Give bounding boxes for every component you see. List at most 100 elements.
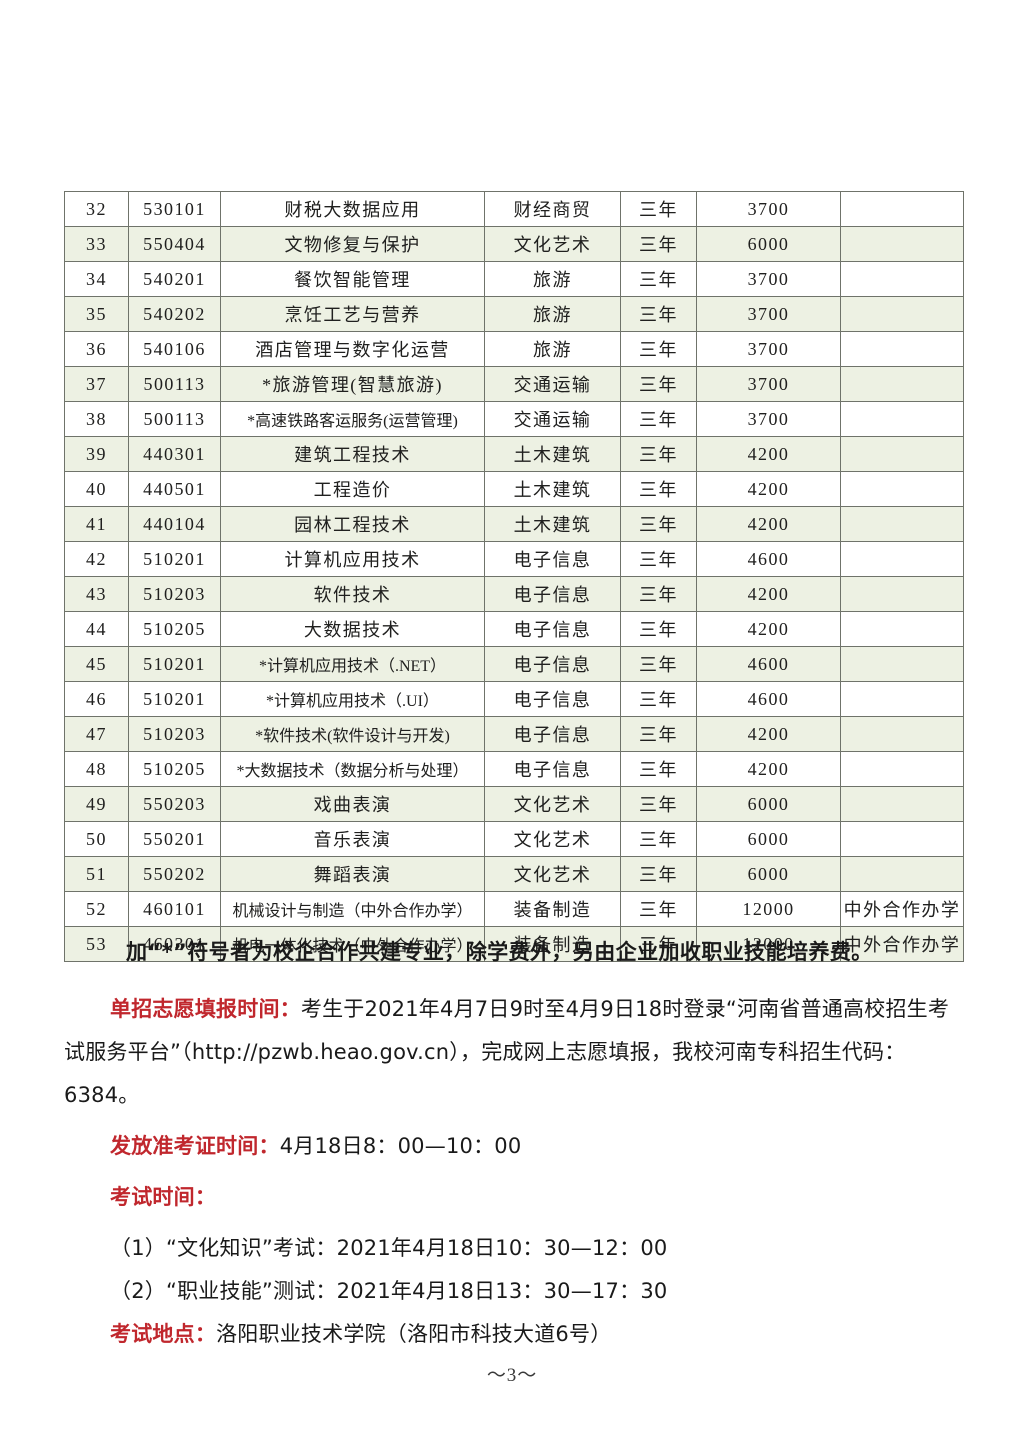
cell-row-number: 34	[64, 261, 129, 297]
cell-duration: 三年	[620, 891, 697, 927]
table-row: 41 440104 园林工程技术 土木建筑 三年 4200	[64, 506, 964, 542]
cell-row-number: 47	[64, 716, 129, 752]
cell-duration: 三年	[620, 716, 697, 752]
cell-duration: 三年	[620, 751, 697, 787]
cell-row-number: 44	[64, 611, 129, 647]
cell-major-name: *软件技术(软件设计与开发)	[220, 716, 485, 752]
cell-major-group: 财经商贸	[484, 191, 621, 227]
cell-major-code: 550404	[128, 226, 221, 262]
cell-major-code: 510203	[128, 716, 221, 752]
cell-tuition: 4200	[696, 506, 841, 542]
cell-remark	[840, 471, 964, 507]
cell-major-code: 510201	[128, 541, 221, 577]
cell-duration: 三年	[620, 611, 697, 647]
cell-major-name: 工程造价	[220, 471, 485, 507]
cell-major-name: 财税大数据应用	[220, 191, 485, 227]
cell-tuition: 6000	[696, 226, 841, 262]
cell-row-number: 39	[64, 436, 129, 472]
cell-major-code: 440104	[128, 506, 221, 542]
cell-row-number: 45	[64, 646, 129, 682]
cell-major-code: 540202	[128, 296, 221, 332]
cell-row-number: 42	[64, 541, 129, 577]
table-row: 32 530101 财税大数据应用 财经商贸 三年 3700	[64, 191, 964, 227]
cell-duration: 三年	[620, 436, 697, 472]
cell-tuition: 6000	[696, 821, 841, 857]
cell-major-group: 旅游	[484, 261, 621, 297]
table-row: 51 550202 舞蹈表演 文化艺术 三年 6000	[64, 856, 964, 892]
cell-duration: 三年	[620, 856, 697, 892]
table-row: 35 540202 烹饪工艺与营养 旅游 三年 3700	[64, 296, 964, 332]
cell-major-group: 文化艺术	[484, 821, 621, 857]
cell-tuition: 12000	[696, 891, 841, 927]
cell-duration: 三年	[620, 821, 697, 857]
paragraph-spacer	[64, 1219, 968, 1227]
cell-major-name: 机电一体化技术（中外合作办学）	[220, 926, 485, 962]
asterisk-note-paragraph: 加“*”符号者为校企合作共建专业，除学费外，另由企业加收职业技能培养费。	[126, 940, 873, 964]
cell-major-group: 电子信息	[484, 681, 621, 717]
cell-major-code: 540106	[128, 331, 221, 367]
cell-duration: 三年	[620, 646, 697, 682]
cell-remark	[840, 856, 964, 892]
exam-place-paragraph: 考试地点：洛阳职业技术学院（洛阳市科技大道6号）	[64, 1313, 968, 1356]
cell-remark: 中外合作办学	[840, 926, 964, 962]
table-row: 36 540106 酒店管理与数字化运营 旅游 三年 3700	[64, 331, 964, 367]
cell-row-number: 37	[64, 366, 129, 402]
cell-major-code: 550201	[128, 821, 221, 857]
cell-remark: 中外合作办学	[840, 891, 964, 927]
cell-row-number: 48	[64, 751, 129, 787]
cell-major-code: 440301	[128, 436, 221, 472]
application-time-label: 单招志愿填报时间：	[110, 997, 301, 1021]
cell-major-name: 烹饪工艺与营养	[220, 296, 485, 332]
table-row: 44 510205 大数据技术 电子信息 三年 4200	[64, 611, 964, 647]
cell-major-name: 戏曲表演	[220, 786, 485, 822]
cell-remark	[840, 576, 964, 612]
cell-tuition: 3700	[696, 296, 841, 332]
application-time-value: 考生于2021年4月7日9时至4月9日18时登录“河南省普通高校招生考试服务平台…	[64, 997, 950, 1107]
cell-major-group: 电子信息	[484, 751, 621, 787]
cell-major-group: 装备制造	[484, 926, 621, 962]
table-row: 37 500113 *旅游管理(智慧旅游) 交通运输 三年 3700	[64, 366, 964, 402]
cell-remark	[840, 226, 964, 262]
cell-major-name: 机械设计与制造（中外合作办学）	[220, 891, 485, 927]
cell-tuition: 4200	[696, 751, 841, 787]
cell-remark	[840, 506, 964, 542]
cell-major-name: *高速铁路客运服务(运营管理)	[220, 401, 485, 437]
document-body-text: 加“*”符号者为校企合作共建专业，除学费外，另由企业加收职业技能培养费。 单招志…	[64, 931, 968, 1356]
cell-duration: 三年	[620, 226, 697, 262]
cell-remark	[840, 331, 964, 367]
cell-row-number: 43	[64, 576, 129, 612]
cell-major-code: 550203	[128, 786, 221, 822]
cell-remark	[840, 751, 964, 787]
cell-major-name: 园林工程技术	[220, 506, 485, 542]
cell-major-name: 音乐表演	[220, 821, 485, 857]
cell-tuition: 6000	[696, 786, 841, 822]
cell-row-number: 38	[64, 401, 129, 437]
cell-row-number: 32	[64, 191, 129, 227]
table-row: 49 550203 戏曲表演 文化艺术 三年 6000	[64, 786, 964, 822]
paragraph-spacer	[64, 1117, 968, 1125]
table-row: 47 510203 *软件技术(软件设计与开发) 电子信息 三年 4200	[64, 716, 964, 752]
cell-major-code: 510205	[128, 611, 221, 647]
cell-tuition: 3700	[696, 191, 841, 227]
cell-duration: 三年	[620, 926, 697, 962]
cell-remark	[840, 261, 964, 297]
exam-time-label: 考试时间：	[110, 1185, 217, 1209]
cell-major-group: 交通运输	[484, 401, 621, 437]
cell-remark	[840, 786, 964, 822]
cell-remark	[840, 611, 964, 647]
table-row: 38 500113 *高速铁路客运服务(运营管理) 交通运输 三年 3700	[64, 401, 964, 437]
cell-tuition: 4600	[696, 681, 841, 717]
cell-major-code: 510203	[128, 576, 221, 612]
table-row: 52 460101 机械设计与制造（中外合作办学） 装备制造 三年 12000 …	[64, 891, 964, 927]
cell-major-name: 软件技术	[220, 576, 485, 612]
cell-row-number: 52	[64, 891, 129, 927]
cell-tuition: 4200	[696, 611, 841, 647]
cell-remark	[840, 821, 964, 857]
cell-duration: 三年	[620, 296, 697, 332]
cell-tuition: 3700	[696, 331, 841, 367]
cell-major-code: 540201	[128, 261, 221, 297]
cell-major-code: 510201	[128, 646, 221, 682]
cell-duration: 三年	[620, 506, 697, 542]
cell-duration: 三年	[620, 541, 697, 577]
